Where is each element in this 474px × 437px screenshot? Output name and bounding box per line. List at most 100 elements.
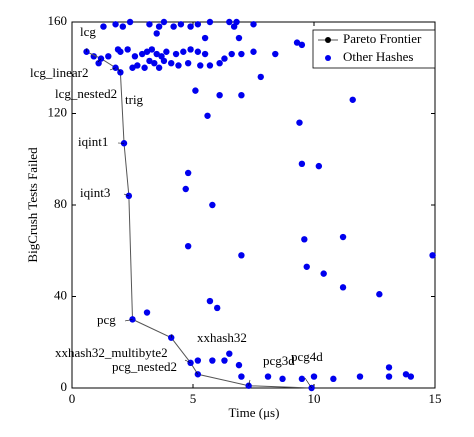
- hash-point: [202, 51, 208, 57]
- hash-point: [316, 163, 322, 169]
- hash-point: [408, 373, 414, 379]
- hash-point: [105, 53, 111, 59]
- hash-point: [311, 373, 317, 379]
- hash-point: [180, 49, 186, 55]
- point-label: xxhash32_multibyte2: [55, 345, 168, 360]
- hash-point: [202, 35, 208, 41]
- hash-point: [173, 51, 179, 57]
- hash-point: [340, 284, 346, 290]
- hash-point: [154, 30, 160, 36]
- hash-point: [350, 97, 356, 103]
- hash-point: [301, 236, 307, 242]
- plot-frame: [72, 22, 435, 388]
- hash-point: [100, 23, 106, 29]
- hash-point: [330, 376, 336, 382]
- point-label: iqint3: [80, 185, 110, 200]
- hash-point: [127, 19, 133, 25]
- hash-point: [161, 19, 167, 25]
- y-tick-label: 120: [48, 104, 68, 119]
- hash-point: [207, 298, 213, 304]
- hash-point: [129, 65, 135, 71]
- hash-point: [187, 46, 193, 52]
- hash-point: [320, 270, 326, 276]
- y-tick-label: 80: [54, 196, 67, 211]
- hash-point: [221, 357, 227, 363]
- hash-point: [299, 42, 305, 48]
- hash-point: [226, 19, 232, 25]
- hash-point: [185, 170, 191, 176]
- hash-point: [183, 186, 189, 192]
- hash-point: [161, 58, 167, 64]
- hash-point: [141, 65, 147, 71]
- point-label: iqint1: [78, 134, 108, 149]
- hash-point: [272, 51, 278, 57]
- hash-point: [149, 46, 155, 52]
- hash-point: [207, 62, 213, 68]
- y-axis-label: BigCrush Tests Failed: [25, 147, 40, 263]
- hash-point: [156, 65, 162, 71]
- hash-point: [132, 53, 138, 59]
- point-label: xxhash32: [197, 330, 247, 345]
- hash-point: [151, 60, 157, 66]
- legend-label: Pareto Frontier: [343, 31, 422, 46]
- hash-point: [192, 87, 198, 93]
- hash-point: [229, 51, 235, 57]
- hash-point: [236, 35, 242, 41]
- label-leader: [305, 378, 312, 388]
- hash-point: [120, 23, 126, 29]
- y-tick-label: 0: [61, 379, 68, 394]
- hash-point: [216, 92, 222, 98]
- hash-point: [238, 373, 244, 379]
- hash-point: [185, 60, 191, 66]
- x-tick-label: 10: [308, 391, 321, 406]
- legend-marker: [325, 55, 331, 61]
- hash-point: [124, 46, 130, 52]
- hash-point: [144, 309, 150, 315]
- hash-point: [216, 60, 222, 66]
- frontier-point: [117, 69, 123, 75]
- hash-point: [187, 23, 193, 29]
- x-tick-label: 0: [69, 391, 76, 406]
- hash-point: [429, 252, 435, 258]
- hash-point: [197, 62, 203, 68]
- hash-point: [238, 92, 244, 98]
- hash-point: [238, 252, 244, 258]
- legend-label: Other Hashes: [343, 49, 413, 64]
- hash-point: [386, 373, 392, 379]
- hash-point: [233, 19, 239, 25]
- hash-point: [386, 364, 392, 370]
- x-axis-label: Time (μs): [229, 405, 280, 420]
- hash-point: [250, 21, 256, 27]
- x-tick-label: 15: [429, 391, 442, 406]
- hash-point: [265, 373, 271, 379]
- hash-point: [195, 21, 201, 27]
- point-label: lcg_nested2: [55, 86, 117, 101]
- hash-point: [112, 21, 118, 27]
- hash-point: [146, 21, 152, 27]
- x-tick-label: 5: [190, 391, 197, 406]
- hash-point: [236, 362, 242, 368]
- hash-point: [178, 21, 184, 27]
- point-label: pcg: [97, 312, 116, 327]
- hash-point: [296, 119, 302, 125]
- hash-point: [204, 113, 210, 119]
- point-label: pcg4d: [291, 349, 323, 364]
- hash-point: [357, 373, 363, 379]
- hash-point: [238, 51, 244, 57]
- point-label: trig: [125, 92, 144, 107]
- hash-point: [226, 350, 232, 356]
- point-label: lcg_linear2: [30, 65, 88, 80]
- hash-point: [209, 357, 215, 363]
- hash-point: [207, 19, 213, 25]
- hash-point: [299, 376, 305, 382]
- point-label: pcg_nested2: [112, 359, 177, 374]
- hash-point: [175, 62, 181, 68]
- y-tick-label: 160: [48, 13, 68, 28]
- hash-point: [195, 49, 201, 55]
- hash-point: [221, 55, 227, 61]
- hash-point: [168, 60, 174, 66]
- hash-point: [163, 49, 169, 55]
- hash-point: [117, 49, 123, 55]
- hash-point: [340, 234, 346, 240]
